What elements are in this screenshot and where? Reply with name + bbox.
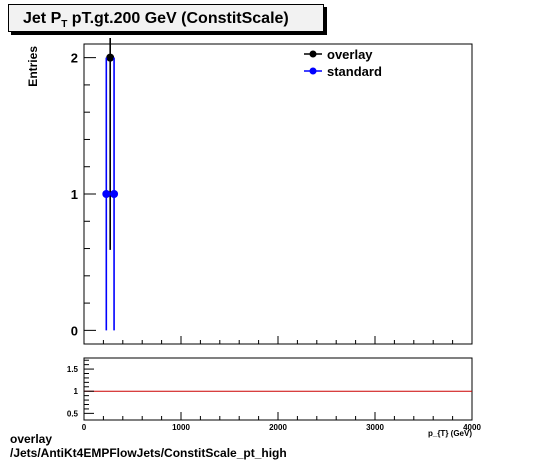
ratio-y-tick-label: 1.5 — [67, 365, 79, 374]
x-tick-label: 3000 — [366, 423, 384, 432]
y-tick-label: 2 — [71, 51, 78, 66]
x-tick-label: 4000 — [463, 423, 481, 432]
y-tick-label: 0 — [71, 323, 78, 338]
legend-marker-overlay — [309, 50, 317, 58]
x-tick-label: 1000 — [172, 423, 190, 432]
legend-label-standard: standard — [327, 64, 382, 79]
data-point-standard — [110, 190, 119, 198]
y-axis-label: Entries — [26, 46, 40, 87]
x-axis-label: p_{T} (GeV) — [428, 429, 472, 438]
footer-path: /Jets/AntiKt4EMPFlowJets/ConstitScale_pt… — [10, 446, 287, 460]
x-tick-label: 0 — [82, 423, 87, 432]
title-box: Jet PT pT.gt.200 GeV (ConstitScale) — [8, 4, 324, 32]
chart-title: Jet PT pT.gt.200 GeV (ConstitScale) — [23, 10, 289, 31]
x-tick-label: 2000 — [269, 423, 287, 432]
ratio-y-tick-label: 0.5 — [67, 409, 79, 418]
ratio-plot-frame — [83, 357, 473, 421]
y-tick-label: 1 — [71, 187, 78, 202]
legend-label-overlay: overlay — [327, 47, 373, 62]
ratio-y-tick-label: 1 — [74, 387, 79, 396]
data-point-overlay — [106, 53, 115, 62]
main-plot-frame — [83, 43, 473, 345]
legend-marker-standard — [309, 67, 317, 75]
footer-label: overlay — [10, 432, 53, 446]
data-point-standard — [102, 190, 111, 198]
